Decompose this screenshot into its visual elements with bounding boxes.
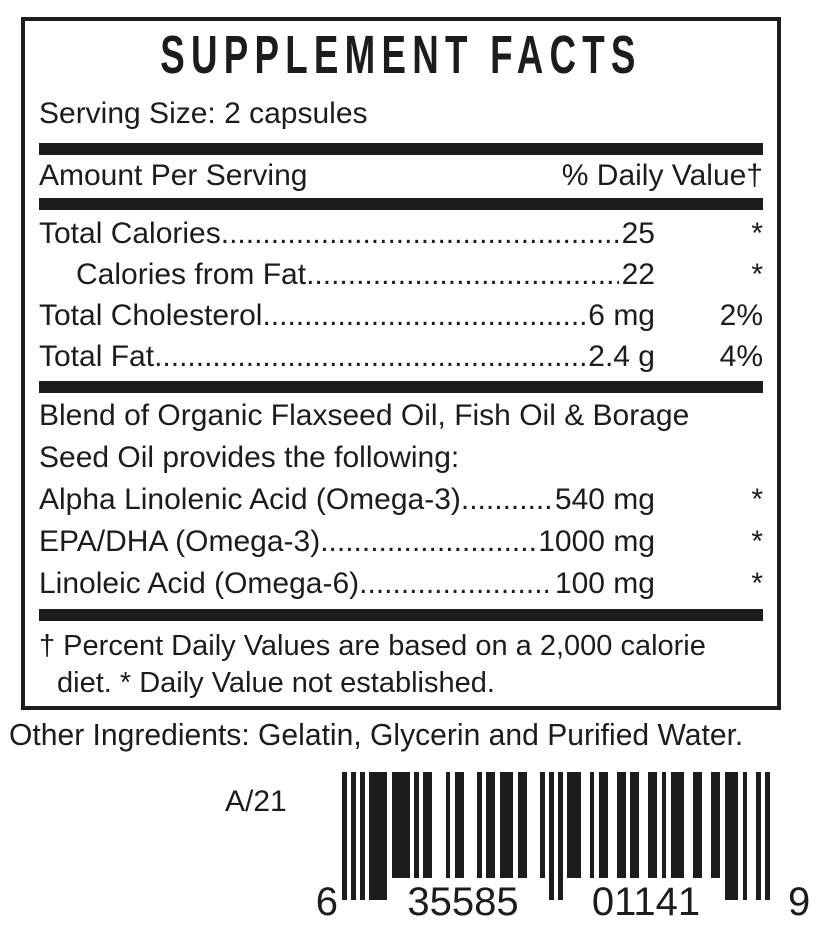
barcode-bar bbox=[742, 772, 747, 900]
nutrient-dv: * bbox=[751, 483, 763, 516]
table-row: Calories from Fat 22 * bbox=[39, 254, 763, 295]
divider-bar bbox=[39, 143, 763, 155]
table-row: EPA/DHA (Omega-3) 1000 mg * bbox=[39, 521, 763, 563]
barcode-bar bbox=[391, 772, 410, 878]
nutrient-label: Alpha Linolenic Acid (Omega-3) bbox=[39, 483, 461, 516]
dot-leader bbox=[461, 479, 552, 521]
barcode-bar bbox=[414, 772, 419, 878]
dot-leader bbox=[221, 213, 619, 254]
amount-per-serving-header: Amount Per Serving bbox=[39, 159, 308, 192]
nutrient-dv: * bbox=[751, 217, 763, 250]
barcode-bar bbox=[724, 772, 738, 900]
barcode-bar bbox=[756, 772, 761, 900]
nutrient-dv: * bbox=[751, 525, 763, 558]
nutrient-amount: 1000 mg bbox=[538, 525, 655, 558]
barcode-bar bbox=[423, 772, 432, 878]
panel-title-wrap: SUPPLEMENT FACTS bbox=[39, 27, 763, 85]
barcode-bar bbox=[598, 772, 608, 878]
barcode-bar bbox=[360, 772, 365, 900]
barcode-bar bbox=[589, 772, 594, 878]
barcode-bar bbox=[369, 772, 387, 900]
nutrient-amount: 25 bbox=[621, 217, 655, 250]
divider-bar bbox=[39, 609, 763, 621]
barcode-digits-left: 35585 bbox=[407, 880, 519, 924]
table-row: Total Calories 25 * bbox=[39, 213, 763, 254]
other-ingredients: Other Ingredients: Gelatin, Glycerin and… bbox=[9, 717, 744, 752]
blend-rows: Alpha Linolenic Acid (Omega-3) 540 mg * … bbox=[39, 479, 763, 605]
table-row: Total Fat 2.4 g 4% bbox=[39, 336, 763, 377]
barcode-bar bbox=[342, 772, 347, 900]
barcode-bar bbox=[486, 772, 495, 878]
dot-leader bbox=[359, 563, 552, 605]
barcode-bar bbox=[648, 772, 657, 878]
dot-leader bbox=[306, 254, 619, 295]
daily-value-header: % Daily Value† bbox=[561, 159, 763, 192]
barcode-bar bbox=[517, 772, 527, 878]
barcode-bar bbox=[630, 772, 639, 878]
barcode-bar bbox=[693, 772, 702, 878]
barcode-digit-first: 6 bbox=[315, 880, 338, 924]
nutrient-label: Total Calories bbox=[39, 217, 221, 250]
barcode-bar bbox=[540, 772, 545, 878]
barcode-area: A/21 6 35585 01141 9 bbox=[0, 770, 821, 938]
serving-size: Serving Size: 2 capsules bbox=[39, 97, 368, 130]
barcode-bar bbox=[661, 772, 666, 878]
blend-heading-line2: Seed Oil provides the following: bbox=[39, 441, 460, 474]
barcode-bar bbox=[454, 772, 464, 878]
supplement-facts-panel: SUPPLEMENT FACTS Serving Size: 2 capsule… bbox=[21, 17, 781, 710]
nutrient-amount: 2.4 g bbox=[588, 340, 655, 373]
dot-leader bbox=[154, 336, 585, 377]
panel-title: SUPPLEMENT FACTS bbox=[160, 25, 642, 85]
upc-barcode: 6 35585 01141 9 bbox=[316, 772, 810, 936]
barcode-bar bbox=[549, 772, 554, 900]
nutrient-dv: * bbox=[751, 567, 763, 600]
barcode-bar bbox=[616, 772, 626, 878]
table-row: Linoleic Acid (Omega-6) 100 mg * bbox=[39, 563, 763, 605]
footnote-line1: † Percent Daily Values are based on a 2,… bbox=[39, 630, 706, 662]
barcode-bar bbox=[477, 772, 482, 878]
column-header-row: Amount Per Serving % Daily Value† bbox=[39, 156, 763, 196]
lot-code: A/21 bbox=[225, 785, 287, 818]
footnote: † Percent Daily Values are based on a 2,… bbox=[39, 628, 763, 702]
dot-leader bbox=[320, 521, 535, 563]
nutrient-label: Total Fat bbox=[39, 340, 155, 373]
barcode-bar bbox=[558, 772, 563, 900]
blend-heading: Blend of Organic Flaxseed Oil, Fish Oil … bbox=[39, 395, 763, 479]
footnote-line2: diet. * Daily Value not established. bbox=[57, 667, 495, 699]
dot-leader bbox=[262, 295, 585, 336]
nutrient-label: Linoleic Acid (Omega-6) bbox=[39, 567, 360, 600]
nutrient-amount: 540 mg bbox=[554, 483, 655, 516]
nutrient-dv: * bbox=[751, 258, 763, 291]
barcode-digits-right: 01141 bbox=[591, 880, 701, 924]
nutrient-rows: Total Calories 25 * Calories from Fat 22… bbox=[39, 213, 763, 377]
nutrient-label: Calories from Fat bbox=[76, 258, 307, 291]
blend-heading-line1: Blend of Organic Flaxseed Oil, Fish Oil … bbox=[39, 399, 690, 432]
barcode-bar bbox=[711, 772, 720, 878]
barcode-bar bbox=[445, 772, 450, 878]
nutrient-dv: 2% bbox=[719, 299, 763, 332]
divider-bar bbox=[39, 381, 763, 393]
nutrient-amount: 6 mg bbox=[588, 299, 655, 332]
barcode-bar bbox=[351, 772, 356, 900]
barcode-digit-last: 9 bbox=[788, 880, 811, 924]
barcode-bar bbox=[567, 772, 581, 878]
barcode-bar bbox=[670, 772, 684, 878]
nutrient-label: EPA/DHA (Omega-3) bbox=[39, 525, 321, 558]
divider-bar bbox=[39, 198, 763, 210]
barcode-bar bbox=[499, 772, 513, 878]
nutrient-dv: 4% bbox=[719, 340, 763, 373]
nutrient-amount: 100 mg bbox=[554, 567, 655, 600]
nutrient-label: Total Cholesterol bbox=[39, 299, 263, 332]
nutrient-amount: 22 bbox=[621, 258, 655, 291]
table-row: Total Cholesterol 6 mg 2% bbox=[39, 295, 763, 336]
table-row: Alpha Linolenic Acid (Omega-3) 540 mg * bbox=[39, 479, 763, 521]
barcode-bar bbox=[765, 772, 770, 900]
barcode-bars bbox=[342, 772, 770, 900]
